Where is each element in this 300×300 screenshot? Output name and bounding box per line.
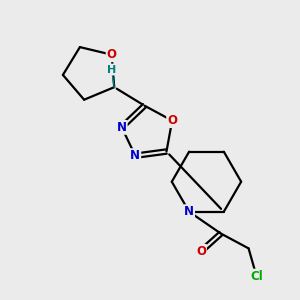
Text: O: O bbox=[106, 48, 117, 61]
Text: H: H bbox=[107, 64, 116, 74]
Text: N: N bbox=[130, 149, 140, 162]
Text: N: N bbox=[117, 121, 127, 134]
Text: N: N bbox=[184, 205, 194, 218]
Text: O: O bbox=[196, 245, 206, 258]
Text: Cl: Cl bbox=[250, 270, 263, 283]
Text: O: O bbox=[167, 114, 177, 127]
